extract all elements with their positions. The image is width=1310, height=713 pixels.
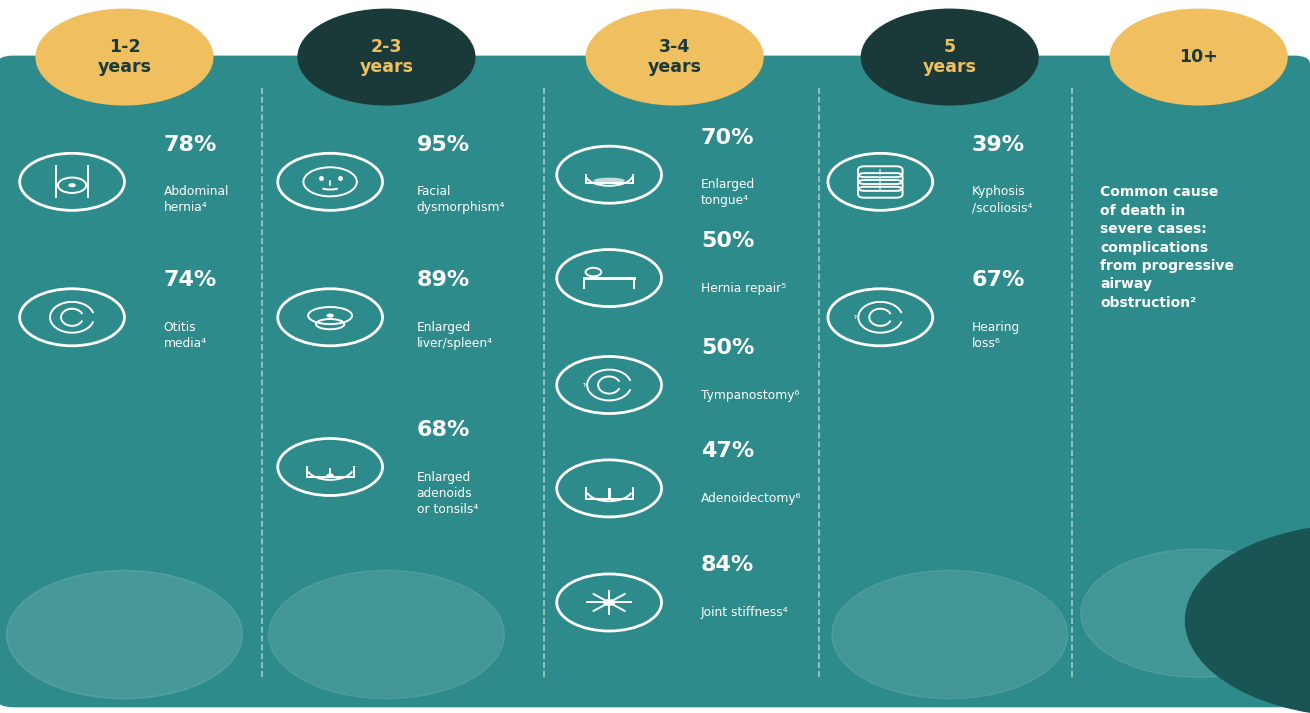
Text: 74%: 74% — [164, 270, 217, 290]
Ellipse shape — [593, 178, 625, 184]
Text: 5
years: 5 years — [922, 38, 977, 76]
Circle shape — [1081, 549, 1310, 677]
Circle shape — [861, 9, 1039, 106]
Text: ?: ? — [583, 382, 586, 388]
Text: Enlarged
adenoids
or tonsils⁴: Enlarged adenoids or tonsils⁴ — [417, 471, 478, 515]
Text: Tympanostomy⁶: Tympanostomy⁶ — [701, 389, 799, 401]
Text: Common cause
of death in
severe cases:
complications
from progressive
airway
obs: Common cause of death in severe cases: c… — [1100, 185, 1234, 309]
Text: 78%: 78% — [164, 135, 217, 155]
Text: Facial
dysmorphism⁴: Facial dysmorphism⁴ — [417, 185, 506, 215]
Text: 70%: 70% — [701, 128, 755, 148]
Text: Hernia repair⁵: Hernia repair⁵ — [701, 282, 786, 294]
Circle shape — [68, 183, 76, 188]
Text: 68%: 68% — [417, 420, 470, 440]
Text: Joint stiffness⁴: Joint stiffness⁴ — [701, 606, 789, 619]
Circle shape — [269, 570, 504, 699]
Circle shape — [603, 599, 616, 606]
Text: 89%: 89% — [417, 270, 470, 290]
Text: 47%: 47% — [701, 441, 755, 461]
Circle shape — [326, 314, 334, 317]
Text: 1-2
years: 1-2 years — [97, 38, 152, 76]
Text: Enlarged
tongue⁴: Enlarged tongue⁴ — [701, 178, 755, 207]
Circle shape — [586, 9, 764, 106]
Text: 2-3
years: 2-3 years — [359, 38, 414, 76]
FancyBboxPatch shape — [0, 56, 1310, 707]
Circle shape — [326, 473, 334, 478]
Text: 95%: 95% — [417, 135, 470, 155]
Text: 50%: 50% — [701, 338, 755, 358]
Circle shape — [832, 570, 1068, 699]
Text: Kyphosis
/scoliosis⁴: Kyphosis /scoliosis⁴ — [972, 185, 1032, 215]
Text: Enlarged
liver/spleen⁴: Enlarged liver/spleen⁴ — [417, 321, 493, 350]
Text: 84%: 84% — [701, 555, 755, 575]
Text: Abdominal
hernia⁴: Abdominal hernia⁴ — [164, 185, 229, 215]
Text: Otitis
media⁴: Otitis media⁴ — [164, 321, 207, 350]
Text: 67%: 67% — [972, 270, 1026, 290]
Text: Hearing
loss⁶: Hearing loss⁶ — [972, 321, 1020, 350]
Text: 39%: 39% — [972, 135, 1026, 155]
Circle shape — [7, 570, 242, 699]
Text: 50%: 50% — [701, 231, 755, 251]
Circle shape — [35, 9, 214, 106]
Circle shape — [1186, 524, 1310, 713]
Circle shape — [1110, 9, 1288, 106]
Text: 3-4
years: 3-4 years — [647, 38, 702, 76]
Circle shape — [297, 9, 476, 106]
Text: 10+: 10+ — [1179, 48, 1218, 66]
Text: ?: ? — [854, 314, 857, 320]
Text: Adenoidectomy⁶: Adenoidectomy⁶ — [701, 492, 802, 505]
